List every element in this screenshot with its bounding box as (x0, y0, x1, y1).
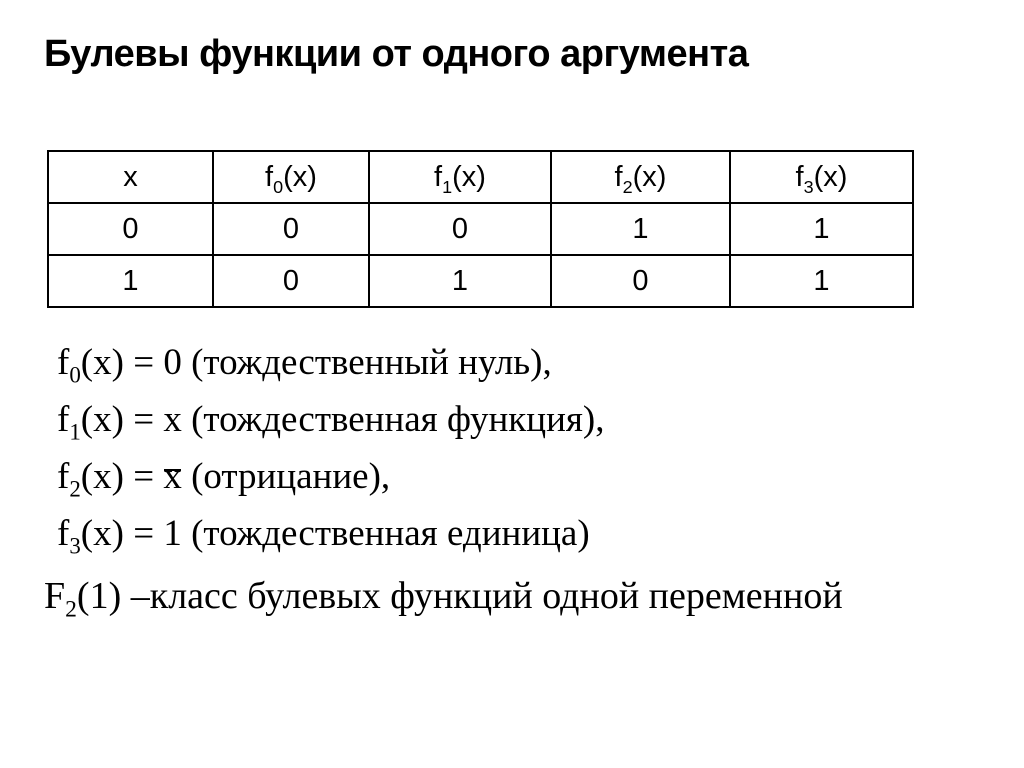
table-cell: 0 (212, 254, 370, 308)
header-text: f (434, 160, 443, 193)
table-cell: 0 (212, 202, 370, 256)
table-header-row: x f0(x) f1(x) f2(x) f3(x) (47, 150, 914, 204)
truth-table: x f0(x) f1(x) f2(x) f3(x) 0 0 0 1 1 1 0 … (47, 150, 914, 308)
definition-f0: f0(x) = 0 (тождественный нуль), (57, 334, 604, 391)
header-subscript: 2 (622, 176, 633, 197)
fn-note: (тождественный нуль), (181, 342, 552, 383)
fn-value-overlined: x (163, 456, 182, 497)
table-cell: 0 (368, 202, 552, 256)
table-header-f0: f0(x) (212, 150, 370, 204)
table-row: 0 0 0 1 1 (47, 202, 914, 256)
fn-subscript: 1 (69, 419, 81, 445)
table-cell: 1 (368, 254, 552, 308)
fn-args: (x) (80, 399, 124, 440)
function-definitions: f0(x) = 0 (тождественный нуль), f1(x) = … (57, 334, 604, 562)
table-cell: 1 (729, 202, 914, 256)
fn-name: f (57, 399, 70, 440)
class-subscript: 2 (65, 596, 77, 623)
class-args: (1) (76, 575, 122, 617)
table-cell: 1 (729, 254, 914, 308)
header-args: (x) (813, 160, 848, 193)
header-text: f (614, 160, 623, 193)
table-cell: 1 (47, 254, 214, 308)
header-subscript: 0 (273, 176, 284, 197)
fn-value: 0 (163, 342, 182, 383)
header-args: (x) (632, 160, 667, 193)
fn-args: (x) (80, 513, 124, 554)
fn-note: (тождественная функция), (181, 399, 605, 440)
fn-value: 1 (163, 513, 182, 554)
fn-subscript: 3 (69, 533, 81, 559)
table-header-f2: f2(x) (550, 150, 731, 204)
header-args: (x) (452, 160, 486, 193)
class-symbol: F (44, 575, 66, 617)
fn-name: f (57, 513, 70, 554)
fn-value: x (163, 399, 182, 440)
table-header-x: x (47, 150, 214, 204)
fn-args: (x) (80, 456, 124, 497)
table-row: 1 0 1 0 1 (47, 254, 914, 308)
fn-note: (отрицание), (181, 456, 391, 497)
table-header-f3: f3(x) (729, 150, 914, 204)
definition-f2: f2(x) = x (отрицание), (57, 448, 604, 505)
fn-name: f (57, 342, 70, 383)
fn-subscript: 0 (69, 362, 81, 388)
header-args: (x) (283, 160, 317, 193)
header-subscript: 1 (442, 176, 453, 197)
table-cell: 0 (550, 254, 731, 308)
page-title: Булевы функции от одного аргумента (44, 33, 749, 75)
fn-name: f (57, 456, 70, 497)
class-description: –класс булевых функций одной переменной (121, 575, 843, 617)
equals-sign: = (123, 513, 164, 554)
equals-sign: = (123, 456, 164, 497)
table-header-f1: f1(x) (368, 150, 552, 204)
header-text: x (123, 160, 138, 193)
equals-sign: = (123, 399, 164, 440)
header-subscript: 3 (803, 176, 814, 197)
definition-f3: f3(x) = 1 (тождественная единица) (57, 505, 604, 562)
fn-subscript: 2 (69, 476, 81, 502)
header-text: f (265, 160, 274, 193)
equals-sign: = (123, 342, 164, 383)
fn-args: (x) (80, 342, 124, 383)
table-cell: 0 (47, 202, 214, 256)
fn-note: (тождественная единица) (181, 513, 590, 554)
class-note: F2(1) –класс булевых функций одной перем… (44, 568, 843, 625)
definition-f1: f1(x) = x (тождественная функция), (57, 391, 604, 448)
header-text: f (795, 160, 804, 193)
table-cell: 1 (550, 202, 731, 256)
